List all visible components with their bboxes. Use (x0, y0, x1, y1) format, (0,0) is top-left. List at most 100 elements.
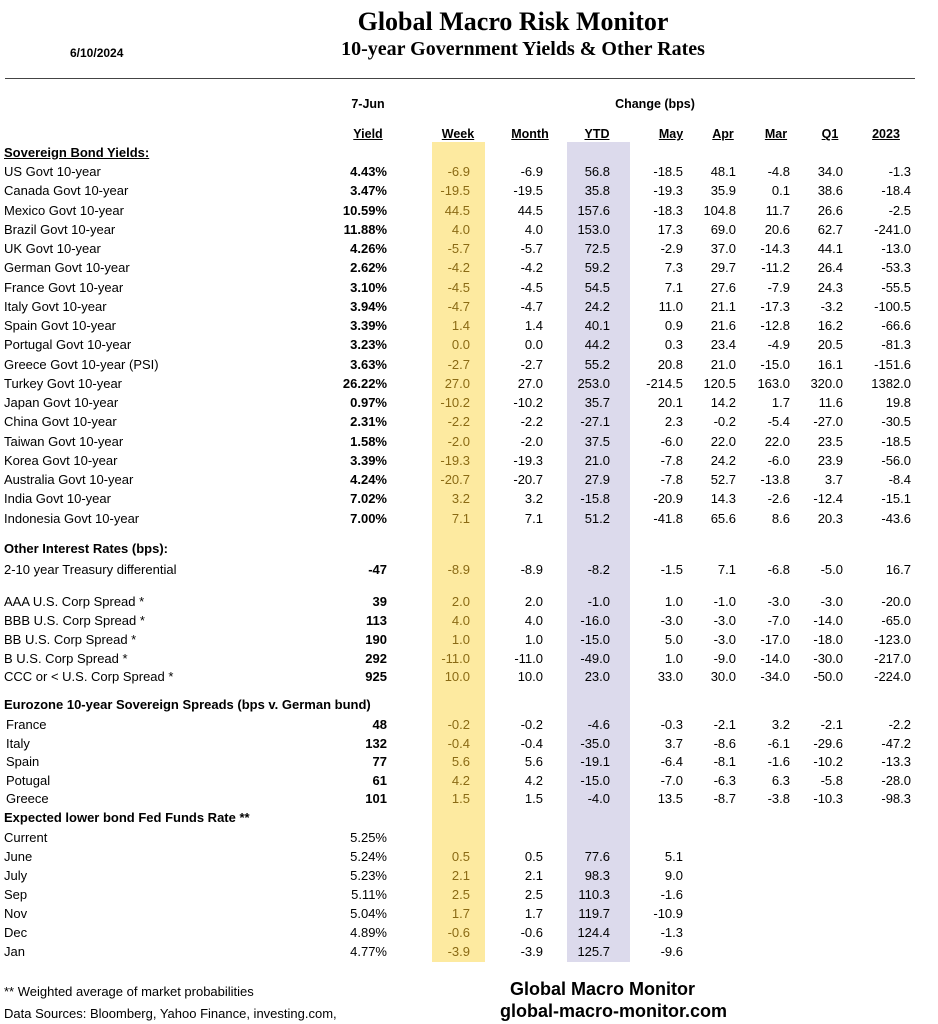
change-cell: 110.3 (578, 887, 610, 902)
change-cell: -20.7 (440, 472, 470, 487)
row-label: Greece Govt 10-year (PSI) (4, 356, 159, 372)
change-cell: -9.0 (713, 651, 736, 666)
change-cell: -2.7 (520, 356, 543, 372)
row-label: Dec (4, 925, 28, 940)
column-header: Week (441, 127, 475, 141)
yield-cell: 4.43% (350, 164, 387, 179)
change-cell: 7.1 (717, 562, 736, 577)
change-cell: 30.0 (710, 669, 736, 684)
change-cell: -27.1 (580, 414, 610, 430)
change-cell: -18.3 (653, 202, 683, 218)
change-cell: 55.2 (584, 356, 610, 372)
change-cell: -19.3 (513, 452, 543, 468)
change-cell: 1.5 (524, 791, 543, 806)
yield-cell: 925 (365, 669, 387, 684)
change-cell: -13.3 (881, 754, 911, 769)
change-cell: 1.0 (664, 651, 683, 666)
change-cell: 52.7 (710, 472, 736, 487)
row-label: Turkey Govt 10-year (4, 375, 123, 391)
change-cell: -6.4 (660, 754, 683, 769)
change-cell: 1.7 (524, 906, 543, 921)
change-cell: 65.6 (710, 510, 736, 526)
yield-cell: 4.89% (350, 925, 387, 940)
change-cell: 22.0 (764, 433, 790, 449)
change-cell: -1.0 (713, 594, 736, 609)
section-title: Expected lower bond Fed Funds Rate ** (4, 810, 250, 825)
change-cell: 253.0 (577, 375, 610, 391)
change-cell: 21.6 (710, 318, 736, 333)
row-label: Spain Govt 10-year (4, 318, 117, 333)
change-cell: -4.6 (587, 717, 610, 732)
change-cell: 44.5 (517, 202, 543, 218)
change-cell: -4.0 (587, 791, 610, 806)
change-cell: 320.0 (810, 375, 843, 391)
change-cell: 62.7 (817, 221, 843, 237)
change-cell: 2.0 (524, 594, 543, 609)
change-cell: -19.5 (513, 183, 543, 199)
divider (5, 78, 915, 79)
change-cell: -12.8 (760, 318, 790, 333)
change-cell: -151.6 (874, 356, 911, 372)
section-title: Other Interest Rates (bps): (4, 541, 168, 556)
change-cell: -10.2 (813, 754, 843, 769)
change-cell: -0.2 (447, 717, 470, 732)
change-cell: -19.3 (440, 452, 470, 468)
change-cell: 1.0 (524, 632, 543, 647)
yield-cell: 132 (365, 736, 387, 751)
change-cell: 5.0 (664, 632, 683, 647)
change-cell: 23.9 (817, 452, 843, 468)
change-cell: -2.6 (767, 491, 790, 507)
change-cell: -10.2 (513, 395, 543, 410)
change-cell: 21.0 (710, 356, 736, 372)
change-cell: -1.3 (660, 925, 683, 940)
yield-cell: 10.59% (342, 202, 387, 218)
yield-cell: 3.23% (350, 337, 387, 353)
row-label: Canada Govt 10-year (4, 183, 129, 199)
change-cell: -6.0 (660, 433, 683, 449)
change-cell: 0.0 (451, 337, 470, 353)
change-cell: 157.6 (577, 202, 610, 218)
column-header: 2023 (872, 127, 900, 141)
change-cell: -8.2 (587, 562, 610, 577)
change-cell: 24.2 (710, 452, 736, 468)
change-cell: 17.3 (657, 221, 683, 237)
change-cell: -100.5 (874, 298, 911, 314)
change-cell: -19.5 (440, 183, 470, 199)
row-label: Jan (4, 944, 25, 959)
change-cell: 120.5 (703, 375, 736, 391)
change-cell: -123.0 (874, 632, 911, 647)
title: Global Macro Risk Monitor (357, 7, 669, 36)
change-cell: -5.8 (820, 773, 843, 788)
change-cell: -18.0 (813, 632, 843, 647)
row-label: Taiwan Govt 10-year (4, 433, 124, 449)
change-cell: -2.2 (888, 717, 911, 732)
yield-cell: 5.23% (350, 868, 387, 883)
change-cell: 0.9 (664, 318, 683, 333)
row-label: CCC or < U.S. Corp Spread * (4, 669, 174, 684)
change-cell: -10.2 (440, 395, 470, 410)
change-cell: -0.3 (660, 717, 683, 732)
change-cell: -56.0 (881, 452, 911, 468)
change-cell: 7.3 (664, 260, 683, 276)
change-cell: -13.0 (881, 241, 911, 256)
change-cell: 2.5 (451, 887, 470, 902)
change-cell: -14.3 (760, 241, 790, 256)
change-cell: 14.2 (710, 395, 736, 410)
change-cell: -30.0 (813, 651, 843, 666)
change-cell: -224.0 (874, 669, 911, 684)
change-cell: -4.2 (447, 260, 470, 276)
change-cell: -2.2 (447, 414, 470, 430)
change-cell: -8.9 (520, 562, 543, 577)
change-cell: 10.0 (444, 669, 470, 684)
change-cell: -2.9 (660, 241, 683, 256)
change-cell: -6.9 (520, 164, 543, 179)
change-cell: 40.1 (584, 318, 610, 333)
change-cell: -47.2 (881, 736, 911, 751)
change-cell: -20.9 (653, 491, 683, 507)
change-cell: -0.4 (447, 736, 470, 751)
change-cell: -8.6 (713, 736, 736, 751)
change-cell: -81.3 (881, 337, 911, 353)
row-label: France Govt 10-year (4, 279, 124, 295)
change-cell: -6.0 (767, 452, 790, 468)
yield-cell: 101 (365, 791, 387, 806)
